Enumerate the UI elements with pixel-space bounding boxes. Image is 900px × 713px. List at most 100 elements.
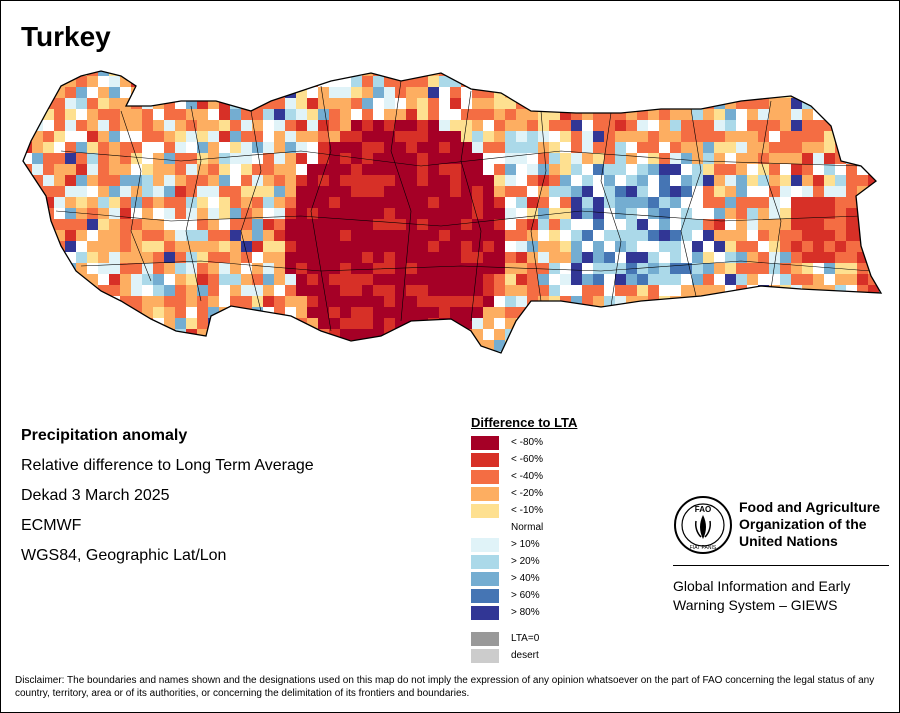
anomaly-cell <box>879 351 881 353</box>
anomaly-cell <box>780 197 791 208</box>
anomaly-cell <box>98 164 109 175</box>
anomaly-cell <box>131 296 142 307</box>
anomaly-cell <box>571 252 582 263</box>
anomaly-cell <box>461 186 472 197</box>
anomaly-cell <box>494 76 505 87</box>
anomaly-cell <box>208 274 219 285</box>
anomaly-cell <box>230 87 241 98</box>
anomaly-cell <box>725 197 736 208</box>
anomaly-cell <box>450 98 461 109</box>
anomaly-cell <box>296 98 307 109</box>
anomaly-cell <box>648 230 659 241</box>
anomaly-cell <box>252 76 263 87</box>
anomaly-cell <box>109 76 120 87</box>
anomaly-cell <box>219 175 230 186</box>
anomaly-cell <box>780 71 791 76</box>
anomaly-cell <box>428 98 439 109</box>
anomaly-cell <box>417 164 428 175</box>
anomaly-cell <box>109 131 120 142</box>
anomaly-cell <box>692 197 703 208</box>
anomaly-cell <box>571 318 582 329</box>
anomaly-cell <box>263 98 274 109</box>
anomaly-cell <box>428 142 439 153</box>
anomaly-cell <box>659 296 670 307</box>
anomaly-cell <box>186 208 197 219</box>
anomaly-cell <box>23 329 32 340</box>
anomaly-cell <box>230 153 241 164</box>
anomaly-cell <box>879 318 881 329</box>
anomaly-cell <box>340 164 351 175</box>
anomaly-cell <box>142 307 153 318</box>
anomaly-cell <box>560 252 571 263</box>
anomaly-cell <box>439 296 450 307</box>
anomaly-cell <box>736 76 747 87</box>
anomaly-cell <box>582 153 593 164</box>
anomaly-cell <box>582 131 593 142</box>
anomaly-cell <box>571 98 582 109</box>
anomaly-cell <box>164 186 175 197</box>
anomaly-cell <box>780 285 791 296</box>
anomaly-cell <box>76 120 87 131</box>
anomaly-cell <box>538 263 549 274</box>
anomaly-cell <box>791 274 802 285</box>
anomaly-cell <box>813 153 824 164</box>
anomaly-cell <box>692 329 703 340</box>
anomaly-cell <box>285 307 296 318</box>
anomaly-cell <box>516 71 527 76</box>
anomaly-cell <box>813 340 824 351</box>
anomaly-cell <box>780 186 791 197</box>
anomaly-cell <box>197 208 208 219</box>
anomaly-cell <box>659 71 670 76</box>
anomaly-cell <box>494 307 505 318</box>
anomaly-cell <box>549 98 560 109</box>
anomaly-cell <box>769 76 780 87</box>
anomaly-cell <box>362 318 373 329</box>
anomaly-cell <box>285 120 296 131</box>
anomaly-cell <box>131 263 142 274</box>
anomaly-cell <box>428 285 439 296</box>
anomaly-cell <box>571 131 582 142</box>
anomaly-cell <box>538 120 549 131</box>
anomaly-cell <box>758 263 769 274</box>
anomaly-cell <box>813 142 824 153</box>
anomaly-cell <box>263 197 274 208</box>
anomaly-cell <box>472 208 483 219</box>
anomaly-cell <box>769 351 780 353</box>
anomaly-cell <box>593 131 604 142</box>
anomaly-cell <box>648 197 659 208</box>
anomaly-cell <box>615 263 626 274</box>
anomaly-cell <box>692 340 703 351</box>
anomaly-cell <box>428 263 439 274</box>
anomaly-cell <box>351 351 362 353</box>
anomaly-cell <box>208 186 219 197</box>
anomaly-cell <box>296 274 307 285</box>
anomaly-cell <box>615 175 626 186</box>
anomaly-cell <box>813 131 824 142</box>
anomaly-cell <box>153 197 164 208</box>
anomaly-cell <box>703 219 714 230</box>
anomaly-cell <box>824 307 835 318</box>
anomaly-cell <box>296 230 307 241</box>
anomaly-cell <box>791 219 802 230</box>
anomaly-cell <box>296 131 307 142</box>
anomaly-cell <box>725 296 736 307</box>
anomaly-cell <box>758 109 769 120</box>
anomaly-cell <box>538 340 549 351</box>
anomaly-cell <box>824 71 835 76</box>
anomaly-cell <box>208 164 219 175</box>
anomaly-cell <box>483 230 494 241</box>
anomaly-cell <box>395 109 406 120</box>
anomaly-cell <box>714 131 725 142</box>
anomaly-cell <box>868 340 879 351</box>
anomaly-cell <box>54 98 65 109</box>
anomaly-cell <box>879 71 881 76</box>
anomaly-cell <box>472 98 483 109</box>
anomaly-cell <box>769 120 780 131</box>
anomaly-cell <box>351 296 362 307</box>
anomaly-cell <box>857 230 868 241</box>
anomaly-cell <box>131 164 142 175</box>
anomaly-cell <box>439 98 450 109</box>
anomaly-cell <box>164 219 175 230</box>
anomaly-cell <box>417 76 428 87</box>
anomaly-cell <box>857 120 868 131</box>
